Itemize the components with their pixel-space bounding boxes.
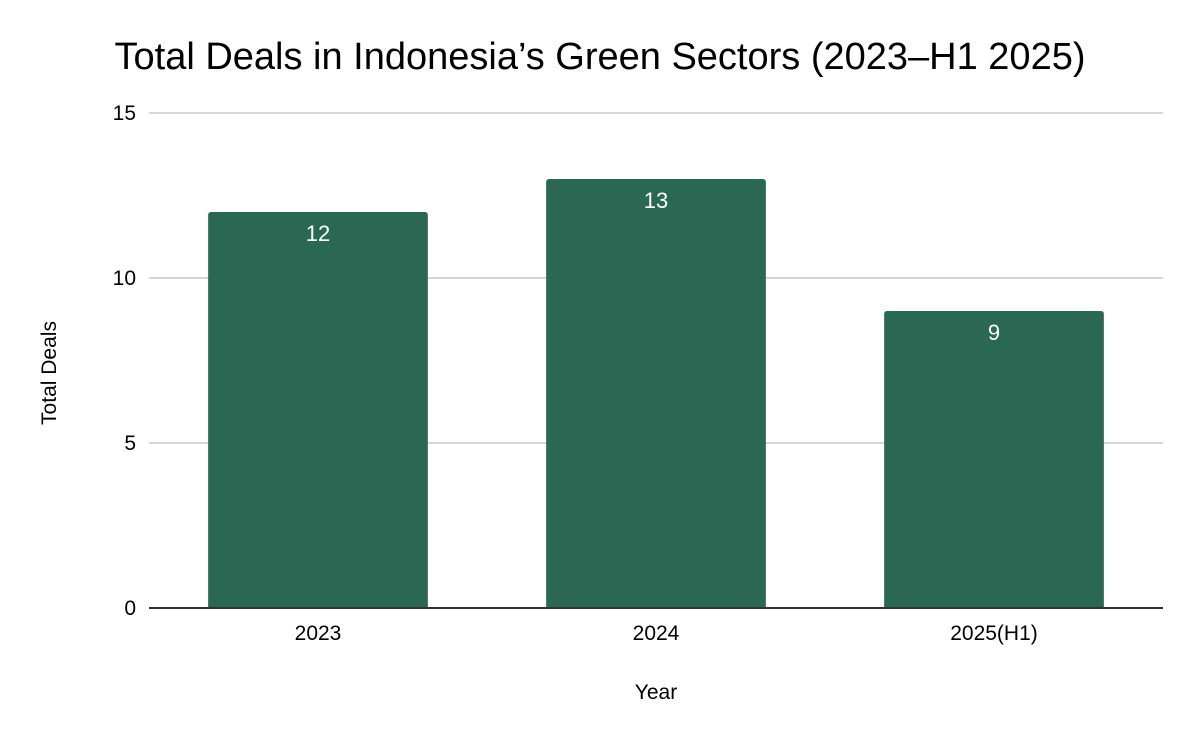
- bar-2024: [546, 179, 766, 608]
- bars: 12 13 9: [208, 179, 1104, 608]
- y-axis-label: Total Deals: [38, 321, 61, 425]
- bar-2023: [208, 212, 428, 608]
- data-label: 9: [988, 320, 1000, 345]
- x-axis-label: Year: [635, 681, 677, 704]
- data-label: 13: [644, 188, 668, 213]
- x-axis-ticks: 2023 2024 2025(H1): [295, 622, 1038, 645]
- data-label: 12: [306, 221, 330, 246]
- y-tick-label: 10: [113, 267, 136, 290]
- x-tick-label: 2023: [295, 622, 342, 645]
- bar-2025-h1: [884, 311, 1104, 608]
- x-tick-label: 2025(H1): [950, 622, 1038, 645]
- y-tick-label: 15: [113, 102, 136, 125]
- x-tick-label: 2024: [633, 622, 680, 645]
- y-axis-ticks: 0 5 10 15: [113, 102, 136, 620]
- y-tick-label: 0: [124, 597, 136, 620]
- y-tick-label: 5: [124, 432, 136, 455]
- chart-title: Total Deals in Indonesia’s Green Sectors…: [115, 36, 1086, 78]
